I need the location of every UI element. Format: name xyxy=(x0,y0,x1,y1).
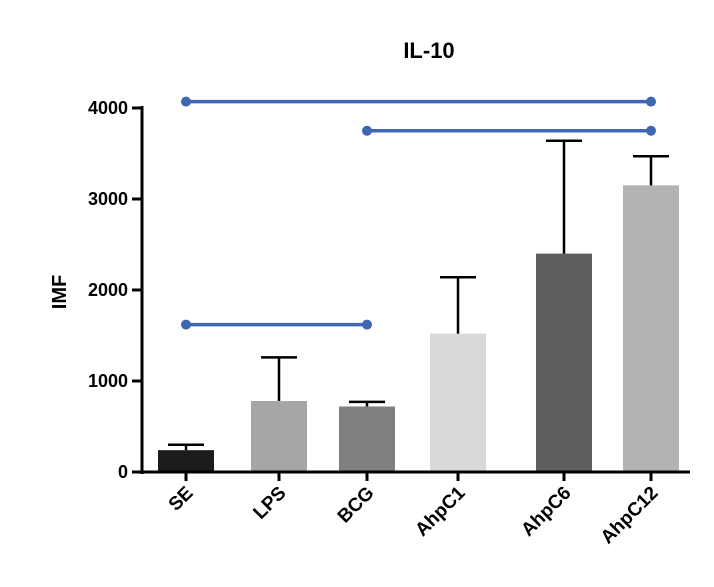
significance-end-marker xyxy=(181,96,191,107)
significance-layer xyxy=(181,96,656,330)
y-tick-label: 3000 xyxy=(88,189,128,209)
y-axis-label: IMF xyxy=(49,275,71,309)
bar-ahpc1 xyxy=(430,333,486,472)
x-tick-label-ahpc1: AhpC1 xyxy=(411,482,469,540)
significance-end-marker xyxy=(646,125,656,136)
bar-se xyxy=(158,450,214,472)
y-tick-label: 4000 xyxy=(88,98,128,118)
significance-end-marker xyxy=(181,319,191,330)
significance-end-marker xyxy=(362,125,372,136)
chart-title: IL-10 xyxy=(403,38,454,63)
bar-bcg xyxy=(339,406,395,472)
x-tick-label-bcg: BCG xyxy=(334,483,379,528)
significance-end-marker xyxy=(362,319,372,330)
y-tick-label: 1000 xyxy=(88,371,128,391)
bar-ahpc12 xyxy=(623,185,679,472)
bar-lps xyxy=(251,401,307,472)
bar-ahpc6 xyxy=(536,253,592,472)
y-ticks: 0 1000 2000 3000 4000 xyxy=(88,98,142,482)
significance-end-marker xyxy=(646,96,656,107)
y-tick-label: 2000 xyxy=(88,280,128,300)
x-tick-label-lps: LPS xyxy=(250,483,291,524)
y-tick-label: 0 xyxy=(118,462,128,482)
axes xyxy=(140,106,690,474)
x-tick-label-se: SE xyxy=(165,483,198,516)
bars-layer xyxy=(158,185,679,472)
x-tick-label-ahpc12: AhpC12 xyxy=(597,483,663,549)
error-bars-layer xyxy=(168,139,669,451)
x-ticks: SE LPS BCG AhpC1 AhpC6 AhpC12 xyxy=(165,472,663,548)
x-tick-label-ahpc6: AhpC6 xyxy=(517,483,575,541)
